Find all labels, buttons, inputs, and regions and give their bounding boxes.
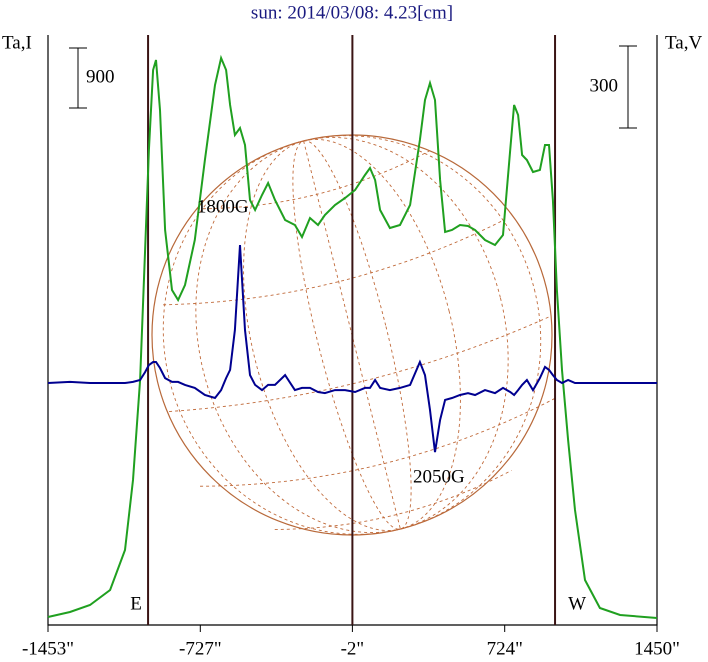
limb-label: W — [568, 593, 586, 614]
annotation: 2050G — [413, 466, 465, 487]
series-line — [47, 245, 657, 453]
y-scale-bar-label: 900 — [86, 66, 115, 87]
x-tick-label: -1453" — [22, 638, 74, 659]
x-tick-label: 1450" — [634, 638, 680, 659]
limb-label: E — [130, 593, 142, 614]
chart-title: sun: 2014/03/08: 4.23[cm] — [251, 2, 453, 23]
x-tick-label: -727" — [179, 638, 222, 659]
series-line — [47, 54, 658, 619]
annotation: 1800G — [197, 197, 249, 218]
x-tick-label: 724" — [487, 638, 523, 659]
y-axis-label: Ta,I — [2, 32, 32, 53]
y2-scale-bar-label: 300 — [590, 75, 619, 96]
x-tick-label: -2" — [341, 638, 365, 659]
y2-axis-label: Ta,V — [665, 32, 702, 53]
